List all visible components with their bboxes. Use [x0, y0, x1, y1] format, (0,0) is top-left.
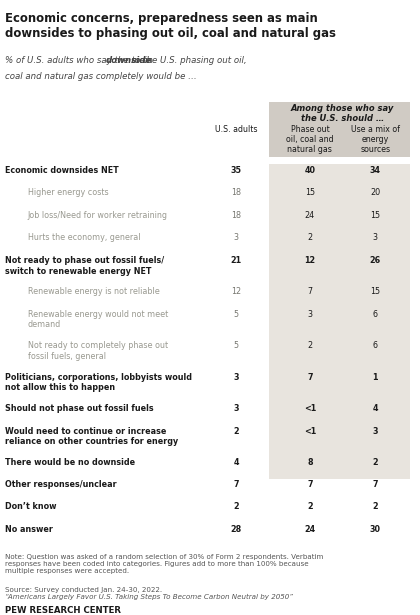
- Text: Not ready to completely phase out
fossil fuels, general: Not ready to completely phase out fossil…: [28, 341, 168, 361]
- Text: Would need to continue or increase
reliance on other countries for energy: Would need to continue or increase relia…: [5, 427, 179, 446]
- Text: 2: 2: [307, 502, 312, 512]
- FancyBboxPatch shape: [269, 101, 418, 157]
- Text: 15: 15: [370, 210, 381, 220]
- Text: Renewable energy is not reliable: Renewable energy is not reliable: [28, 287, 160, 296]
- Text: to the U.S. phasing out oil,: to the U.S. phasing out oil,: [129, 57, 247, 65]
- Text: 4: 4: [373, 403, 378, 413]
- Text: 2: 2: [307, 341, 312, 351]
- Text: Economic downsides NET: Economic downsides NET: [5, 165, 119, 175]
- Text: <1: <1: [304, 403, 316, 413]
- Text: 24: 24: [305, 210, 315, 220]
- Text: 34: 34: [370, 165, 381, 175]
- Text: Hurts the economy, general: Hurts the economy, general: [28, 233, 140, 242]
- Text: PEW RESEARCH CENTER: PEW RESEARCH CENTER: [5, 606, 121, 615]
- Text: Renewable energy would not meet
demand: Renewable energy would not meet demand: [28, 310, 168, 330]
- Text: Politicians, corporations, lobbyists would
not allow this to happen: Politicians, corporations, lobbyists wou…: [5, 373, 192, 392]
- Text: 26: 26: [370, 256, 381, 265]
- Text: There would be no downside: There would be no downside: [5, 458, 136, 467]
- Text: 6: 6: [373, 310, 378, 319]
- Text: 21: 21: [231, 256, 242, 265]
- Text: 5: 5: [234, 310, 239, 319]
- Text: 3: 3: [373, 233, 378, 242]
- Text: 20: 20: [370, 188, 381, 197]
- Text: 28: 28: [231, 525, 242, 534]
- Text: No answer: No answer: [5, 525, 53, 534]
- Text: Note: Question was asked of a random selection of 30% of Form 2 respondents. Ver: Note: Question was asked of a random sel…: [5, 554, 324, 574]
- Text: 15: 15: [305, 188, 315, 197]
- Text: 2: 2: [307, 233, 312, 242]
- Text: 1: 1: [373, 373, 378, 382]
- Text: Use a mix of
energy
sources: Use a mix of energy sources: [351, 125, 400, 154]
- Text: 3: 3: [373, 427, 378, 436]
- Text: 18: 18: [231, 188, 241, 197]
- Text: 2: 2: [373, 502, 378, 512]
- Text: 3: 3: [307, 310, 312, 319]
- Text: 5: 5: [234, 341, 239, 351]
- Text: 2: 2: [234, 502, 239, 512]
- Text: U.S. adults: U.S. adults: [215, 125, 257, 133]
- Text: Job loss/Need for worker retraining: Job loss/Need for worker retraining: [28, 210, 168, 220]
- Text: 12: 12: [231, 287, 241, 296]
- Text: 8: 8: [307, 458, 312, 467]
- Text: Don’t know: Don’t know: [5, 502, 57, 512]
- Text: <1: <1: [304, 427, 316, 436]
- Text: 7: 7: [307, 480, 312, 489]
- Text: Source: Survey conducted Jan. 24-30, 2022.: Source: Survey conducted Jan. 24-30, 202…: [5, 587, 163, 593]
- Text: Other responses/unclear: Other responses/unclear: [5, 480, 117, 489]
- Text: 7: 7: [307, 373, 312, 382]
- Text: 12: 12: [304, 256, 315, 265]
- Text: “Americans Largely Favor U.S. Taking Steps To Become Carbon Neutral by 2050”: “Americans Largely Favor U.S. Taking Ste…: [5, 593, 294, 600]
- Text: % of U.S. adults who say the main: % of U.S. adults who say the main: [5, 57, 156, 65]
- Text: 18: 18: [231, 210, 241, 220]
- Text: Economic concerns, preparedness seen as main
downsides to phasing out oil, coal : Economic concerns, preparedness seen as …: [5, 12, 336, 40]
- FancyBboxPatch shape: [269, 164, 418, 548]
- Text: 6: 6: [373, 341, 378, 351]
- Text: 40: 40: [304, 165, 315, 175]
- Text: coal and natural gas completely would be …: coal and natural gas completely would be…: [5, 72, 197, 81]
- Text: 7: 7: [234, 480, 239, 489]
- Text: 2: 2: [234, 427, 239, 436]
- Text: 7: 7: [373, 480, 378, 489]
- Text: Should not phase out fossil fuels: Should not phase out fossil fuels: [5, 403, 154, 413]
- Text: 35: 35: [231, 165, 242, 175]
- Text: Higher energy costs: Higher energy costs: [28, 188, 109, 197]
- Text: 4: 4: [234, 458, 239, 467]
- Text: 7: 7: [307, 287, 312, 296]
- Text: 2: 2: [373, 458, 378, 467]
- Text: 15: 15: [370, 287, 381, 296]
- Text: 3: 3: [234, 403, 239, 413]
- Text: 24: 24: [304, 525, 315, 534]
- Text: Phase out
oil, coal and
natural gas: Phase out oil, coal and natural gas: [286, 125, 333, 154]
- Text: Among those who say
the U.S. should …: Among those who say the U.S. should …: [291, 103, 394, 123]
- Text: Not ready to phase out fossil fuels/
switch to renewable energy NET: Not ready to phase out fossil fuels/ swi…: [5, 256, 165, 276]
- Text: 3: 3: [234, 233, 239, 242]
- Text: 3: 3: [234, 373, 239, 382]
- Text: 30: 30: [370, 525, 381, 534]
- Text: downside: downside: [105, 57, 152, 65]
